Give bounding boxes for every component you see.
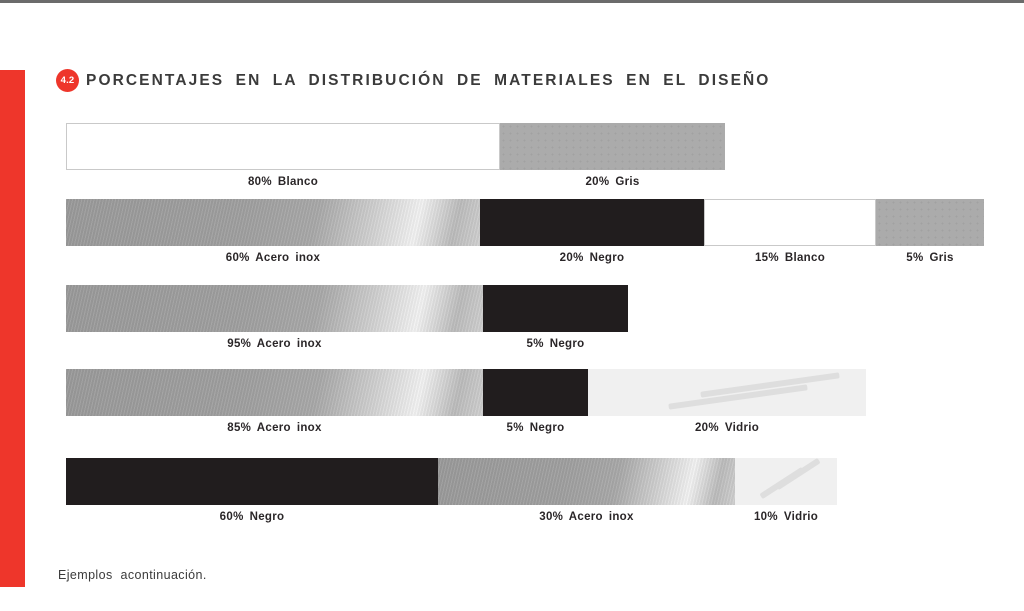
page-header: 4.2 PORCENTAJES EN LA DISTRIBUCIÓN DE MA…	[56, 69, 770, 92]
segment-label: 20% Vidrio	[694, 422, 760, 434]
bar-row-2: 60% Acero inox 20% Negro 15% Blanco 5% Gris	[66, 199, 984, 264]
bar-row-5: 60% Negro 30% Acero inox 10% Vidrio	[66, 458, 984, 523]
segment-vidrio: 20% Vidrio	[588, 369, 866, 434]
segment-acero: 30% Acero inox	[438, 458, 735, 523]
segment-acero: 85% Acero inox	[66, 369, 483, 434]
gris-fill	[876, 199, 984, 246]
segment-gris: 5% Gris	[876, 199, 984, 264]
negro-fill	[483, 369, 588, 416]
acero-fill	[438, 458, 735, 505]
segment-label: 5% Negro	[526, 338, 585, 350]
segment-negro: 5% Negro	[483, 369, 588, 434]
segment-label: 80% Blanco	[247, 176, 319, 188]
segment-label: 95% Acero inox	[227, 338, 322, 350]
segment-negro: 5% Negro	[483, 285, 628, 350]
gris-fill	[500, 123, 725, 170]
blanco-fill	[704, 199, 876, 246]
segment-negro: 20% Negro	[480, 199, 704, 264]
segment-negro: 60% Negro	[66, 458, 438, 523]
segment-label: 5% Negro	[506, 422, 565, 434]
section-number-badge: 4.2	[56, 69, 79, 92]
vidrio-fill	[588, 369, 866, 416]
negro-fill	[66, 458, 438, 505]
segment-blanco: 80% Blanco	[66, 123, 500, 188]
segment-vidrio: 10% Vidrio	[735, 458, 837, 523]
acero-fill	[66, 285, 483, 332]
negro-fill	[483, 285, 628, 332]
segment-label: 15% Blanco	[754, 252, 826, 264]
segment-label: 20% Gris	[585, 176, 640, 188]
blanco-fill	[66, 123, 500, 170]
bar-row-4: 85% Acero inox 5% Negro 20% Vidrio	[66, 369, 984, 434]
footer-note: Ejemplos acontinuación.	[58, 568, 207, 582]
acero-fill	[66, 199, 480, 246]
bar-row-3: 95% Acero inox 5% Negro	[66, 285, 984, 350]
segment-acero: 60% Acero inox	[66, 199, 480, 264]
segment-blanco: 15% Blanco	[704, 199, 876, 264]
top-border-strip	[0, 0, 1024, 3]
segment-label: 60% Acero inox	[225, 252, 321, 264]
segment-gris: 20% Gris	[500, 123, 725, 188]
segment-label: 60% Negro	[219, 511, 285, 523]
materials-distribution-chart: 80% Blanco 20% Gris 60% Acero inox 20% Negr…	[66, 123, 984, 523]
segment-label: 30% Acero inox	[539, 511, 634, 523]
segment-label: 85% Acero inox	[227, 422, 322, 434]
segment-label: 5% Gris	[906, 252, 954, 264]
negro-fill	[480, 199, 704, 246]
left-accent-bar	[0, 70, 25, 587]
segment-label: 10% Vidrio	[753, 511, 819, 523]
segment-acero: 95% Acero inox	[66, 285, 483, 350]
page-title: PORCENTAJES EN LA DISTRIBUCIÓN DE MATERI…	[86, 71, 771, 89]
bar-row-1: 80% Blanco 20% Gris	[66, 123, 984, 188]
vidrio-fill	[735, 458, 837, 505]
segment-label: 20% Negro	[559, 252, 625, 264]
acero-fill	[66, 369, 483, 416]
